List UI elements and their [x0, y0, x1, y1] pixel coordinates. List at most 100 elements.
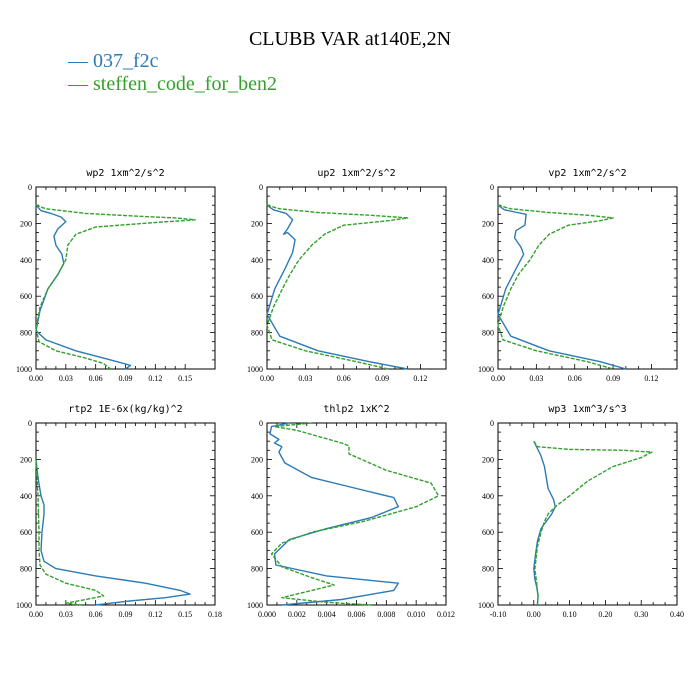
x-tick-label: 0.12 [644, 374, 658, 383]
x-tick-label: 0.15 [178, 610, 192, 619]
x-tick-label: 0.008 [377, 610, 395, 619]
x-tick-label: 0.006 [348, 610, 366, 619]
y-tick-label: 0 [28, 183, 32, 192]
y-tick-label: 400 [20, 492, 32, 501]
x-tick-label: 0.06 [568, 374, 582, 383]
chart-title: wp3 1xm^3/s^3 [548, 404, 626, 415]
y-tick-label: 800 [251, 329, 263, 338]
y-tick-label: 400 [482, 256, 494, 265]
x-tick-label: 0.00 [491, 374, 505, 383]
x-tick-label: 0.00 [527, 610, 541, 619]
series-line-037-f2c [266, 204, 408, 370]
x-tick-label: 0.00 [260, 374, 274, 383]
x-tick-label: 0.10 [563, 610, 577, 619]
x-tick-label: -0.10 [490, 610, 507, 619]
x-tick-label: 0.03 [59, 610, 73, 619]
x-tick-label: 0.03 [59, 374, 73, 383]
y-tick-label: 1000 [247, 365, 263, 374]
x-tick-label: 0.12 [413, 374, 427, 383]
x-tick-label: 0.03 [529, 374, 543, 383]
x-tick-label: 0.002 [288, 610, 306, 619]
y-tick-label: 1000 [16, 365, 32, 374]
page-title: CLUBB VAR at140E,2N [248, 28, 452, 50]
y-tick-label: 800 [20, 329, 32, 338]
x-tick-label: 0.06 [89, 374, 103, 383]
y-tick-label: 800 [251, 565, 263, 574]
y-tick-label: 0 [490, 183, 494, 192]
y-tick-label: 600 [482, 292, 494, 301]
x-tick-label: 0.06 [89, 610, 103, 619]
x-tick-label: 0.000 [258, 610, 276, 619]
x-tick-label: 0.06 [337, 374, 351, 383]
x-tick-label: 0.12 [148, 374, 162, 383]
y-tick-label: 400 [251, 256, 263, 265]
x-tick-label: 0.00 [29, 610, 43, 619]
y-tick-label: 1000 [247, 601, 263, 610]
y-tick-label: 200 [251, 219, 263, 228]
series-line-steffen [270, 422, 440, 606]
series-line-037-f2c [269, 422, 399, 606]
x-tick-label: 0.00 [29, 374, 43, 383]
legend-entry: — steffen_code_for_ben2 [68, 73, 277, 96]
y-tick-label: 0 [490, 419, 494, 428]
y-tick-label: 200 [20, 219, 32, 228]
y-tick-label: 800 [482, 329, 494, 338]
y-tick-label: 600 [251, 292, 263, 301]
plot-frame [266, 422, 447, 606]
y-tick-label: 1000 [478, 601, 494, 610]
x-tick-label: 0.09 [375, 374, 389, 383]
series-line-steffen [35, 204, 196, 370]
legend-swatch: — [68, 50, 88, 72]
legend-label: steffen_code_for_ben2 [93, 73, 278, 95]
y-tick-label: 400 [251, 492, 263, 501]
x-tick-label: 0.09 [119, 610, 133, 619]
y-tick-label: 0 [259, 183, 263, 192]
y-tick-label: 0 [259, 419, 263, 428]
y-tick-label: 800 [20, 565, 32, 574]
y-tick-label: 0 [28, 419, 32, 428]
legend: — 037_f2c — steffen_code_for_ben2 [68, 50, 277, 96]
x-tick-label: 0.03 [298, 374, 312, 383]
y-tick-label: 800 [482, 565, 494, 574]
series-line-steffen [533, 440, 653, 606]
y-tick-label: 200 [482, 219, 494, 228]
x-tick-label: 0.010 [407, 610, 425, 619]
x-tick-label: 0.09 [119, 374, 133, 383]
y-tick-label: 1000 [16, 601, 32, 610]
chart-title: thlp2 1xK^2 [323, 404, 389, 415]
legend-swatch: — [68, 73, 88, 95]
plot-frame [35, 186, 216, 370]
series-line-steffen [497, 204, 614, 370]
series-line-037-f2c [35, 459, 191, 606]
y-tick-label: 600 [251, 528, 263, 537]
y-tick-label: 200 [20, 455, 32, 464]
series-line-037-f2c [533, 440, 556, 606]
x-tick-label: 0.30 [634, 610, 648, 619]
y-tick-label: 400 [20, 256, 32, 265]
series-line-steffen [266, 204, 409, 370]
y-tick-label: 200 [482, 455, 494, 464]
x-tick-label: 0.15 [178, 374, 192, 383]
series-line-steffen [35, 459, 105, 606]
y-tick-label: 600 [482, 528, 494, 537]
y-tick-label: 200 [251, 455, 263, 464]
plot-frame [35, 422, 216, 606]
x-tick-label: 0.40 [670, 610, 684, 619]
y-tick-label: 600 [20, 528, 32, 537]
chart-title: up2 1xm^2/s^2 [317, 168, 395, 179]
legend-label: 037_f2c [93, 50, 159, 72]
chart-panel: wp3 1xm^3/s^3 0 200 400 600 800 1000-0.10 0.00 0… [478, 404, 684, 619]
x-tick-label: 0.09 [606, 374, 620, 383]
chart-title: wp2 1xm^2/s^2 [86, 168, 164, 179]
series-line-037-f2c [497, 204, 627, 370]
x-tick-label: 0.18 [208, 610, 222, 619]
x-tick-label: 0.20 [598, 610, 612, 619]
series-line-037-f2c [35, 204, 132, 370]
x-tick-label: 0.004 [318, 610, 336, 619]
x-tick-label: 0.012 [437, 610, 455, 619]
